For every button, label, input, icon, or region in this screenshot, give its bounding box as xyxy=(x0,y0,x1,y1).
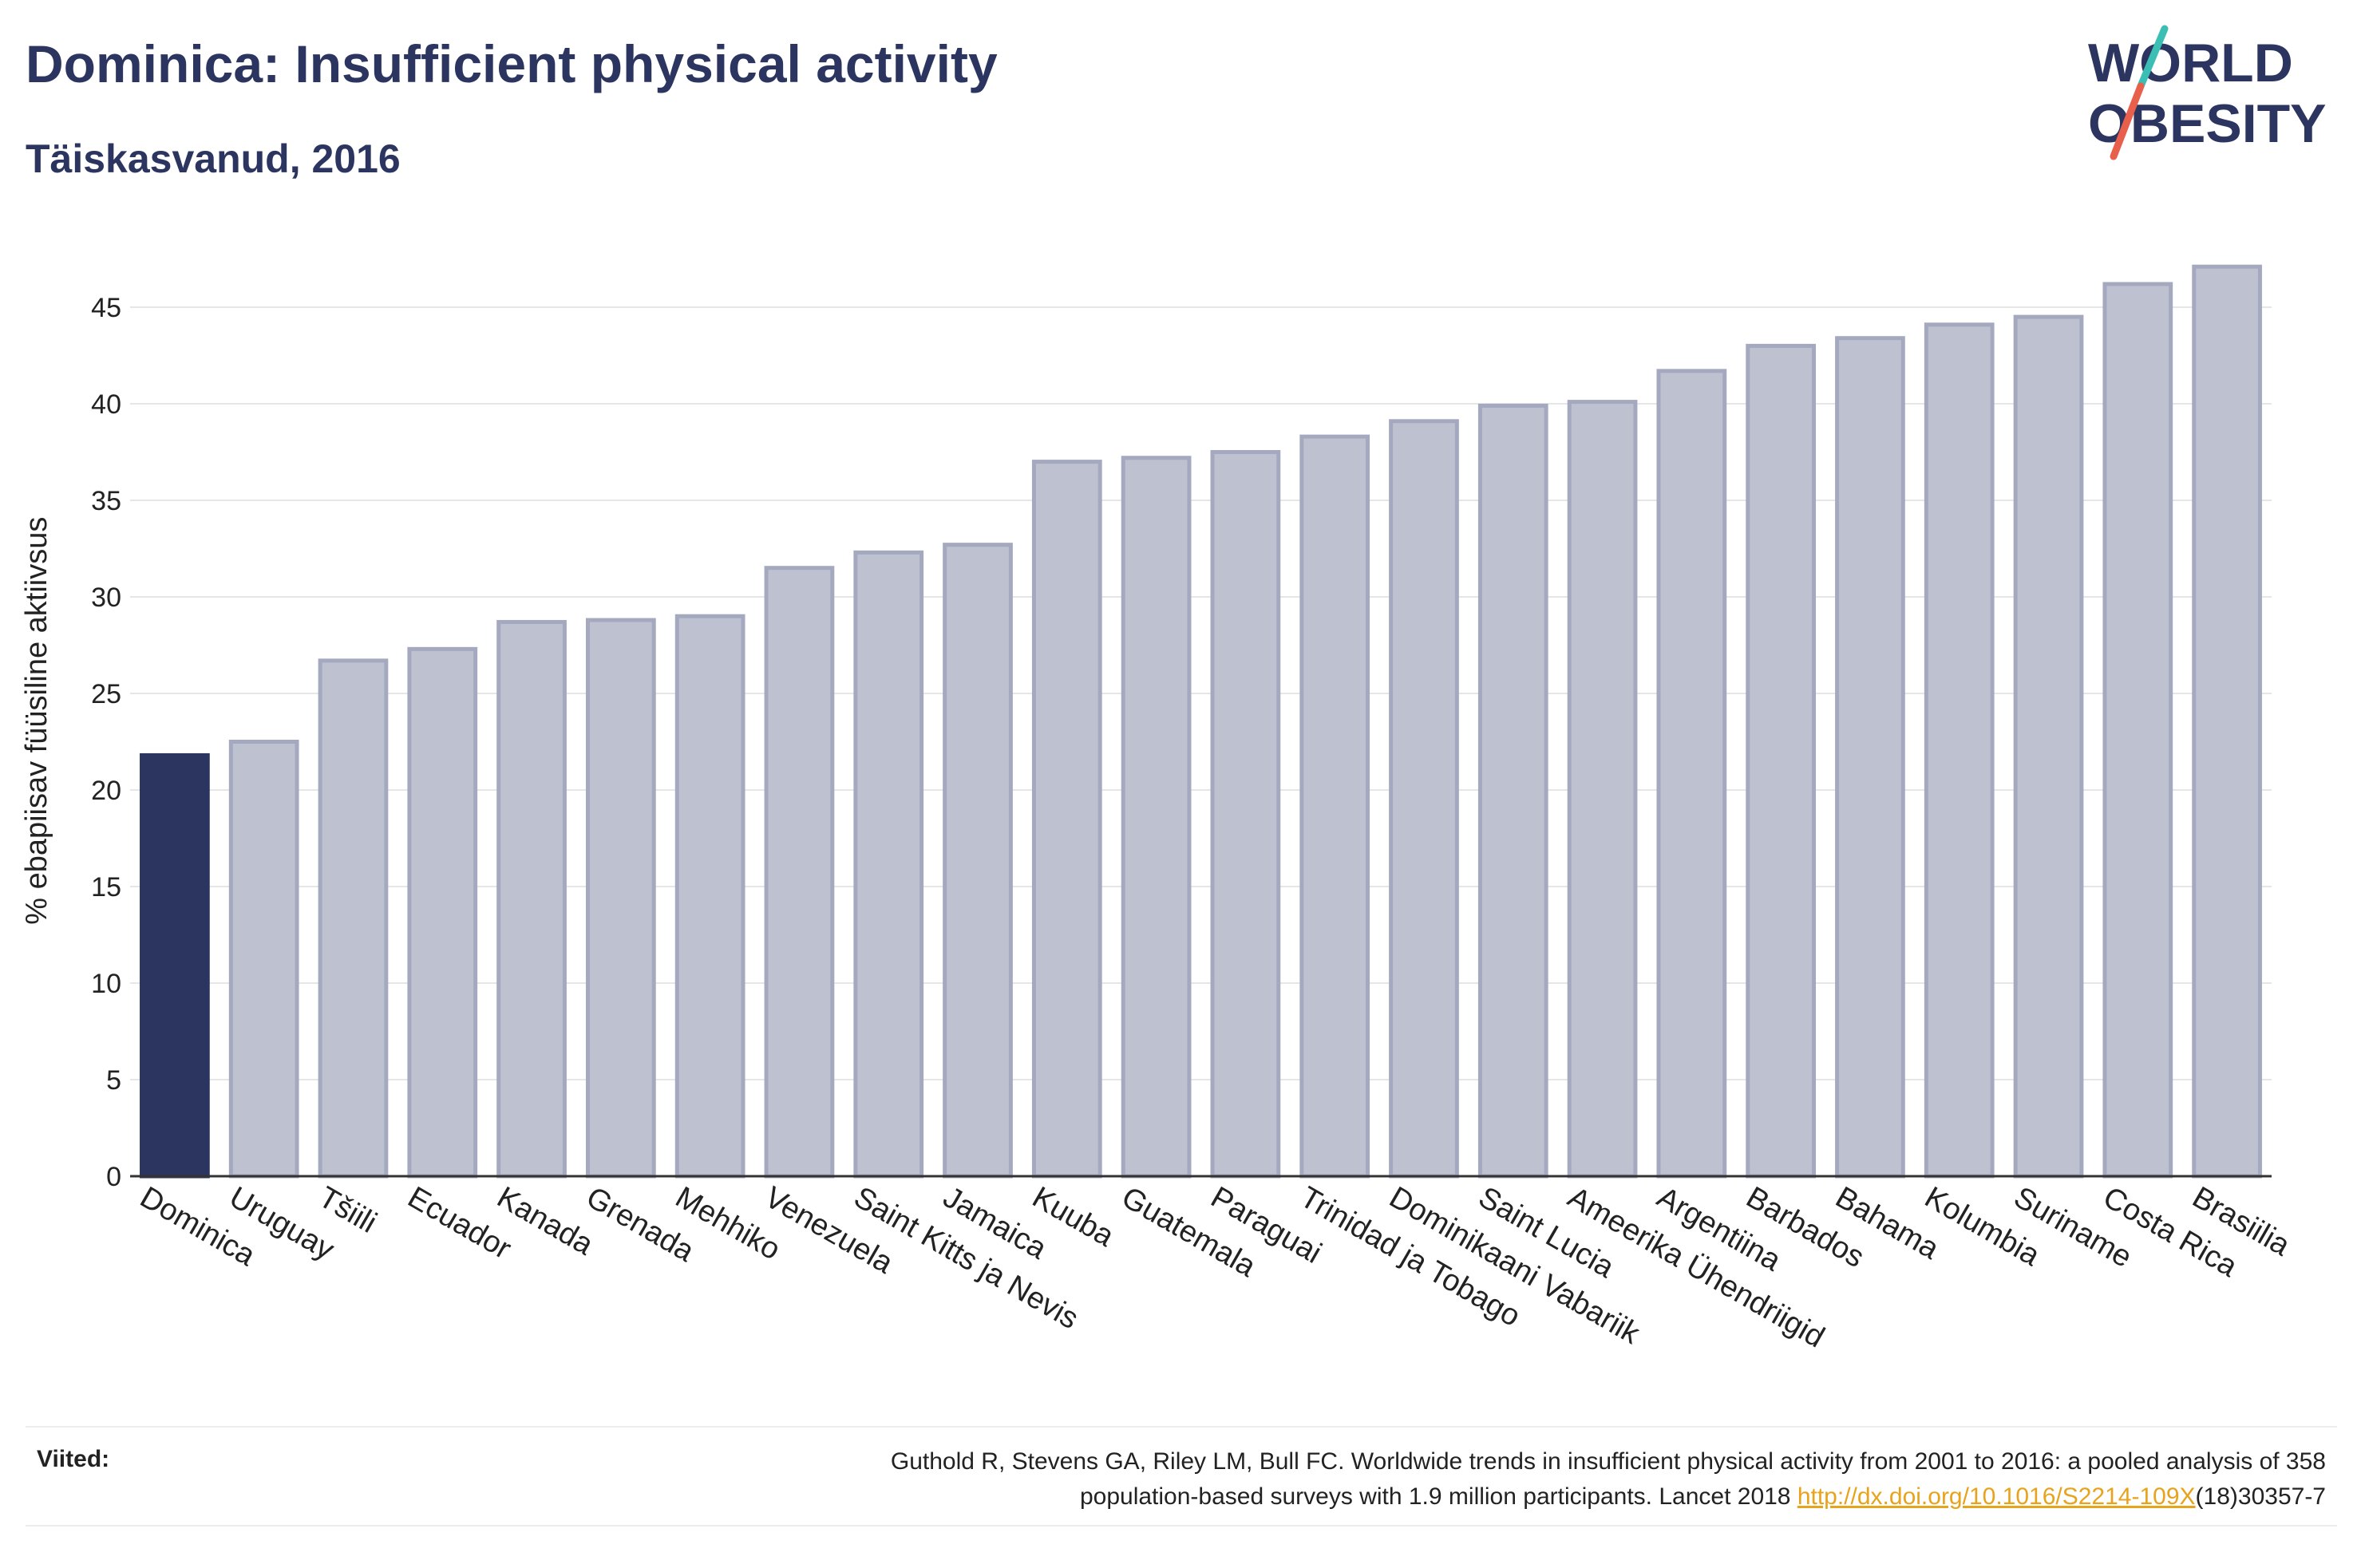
bar-kanada xyxy=(496,619,567,1179)
y-axis-ticks: 0 5 10 15 20 25 30 35 40 45 xyxy=(91,293,121,1192)
x-category-label: Ecuador xyxy=(402,1180,517,1266)
footer-divider-top xyxy=(26,1426,2337,1428)
bar-dominikaani-vabariik xyxy=(1389,419,1459,1179)
bar-kuuba xyxy=(1031,460,1102,1179)
y-tick-label: 30 xyxy=(91,583,121,613)
bar-paraguai xyxy=(1210,450,1281,1179)
y-tick-label: 15 xyxy=(91,872,121,902)
bar-trinidad-ja-tobago xyxy=(1299,434,1370,1179)
bar-mehhiko xyxy=(674,614,745,1179)
logo-text-world: WORLD xyxy=(2088,33,2293,93)
bar-venezuela xyxy=(764,566,835,1179)
bar-t-iili xyxy=(318,658,389,1179)
bar-saint-lucia xyxy=(1477,403,1548,1179)
bar-argentiina xyxy=(1656,369,1727,1179)
bar-chart: 0 5 10 15 20 25 30 35 40 45 DominicaUruguayTšiili… xyxy=(20,264,2296,1354)
bar-barbados xyxy=(1746,343,1817,1179)
references-label: Viited: xyxy=(37,1446,110,1472)
chart-title: Dominica: Insufficient physical activity xyxy=(26,34,998,93)
y-tick-label: 5 xyxy=(106,1065,121,1096)
y-tick-label: 35 xyxy=(91,486,121,516)
bar-grenada xyxy=(585,618,656,1179)
world-obesity-logo: WORLD OBESITY xyxy=(2088,25,2327,160)
bar-uruguay xyxy=(228,740,299,1179)
reference-doi-link[interactable]: http://dx.doi.org/10.1016/S2214-109X xyxy=(1797,1483,2196,1510)
bar-kolumbia xyxy=(1924,322,1995,1179)
bar-dominica xyxy=(140,752,210,1179)
footer-divider-bottom xyxy=(26,1525,2337,1527)
y-tick-label: 45 xyxy=(91,293,121,323)
y-tick-label: 40 xyxy=(91,389,121,420)
y-axis-title: % ebapiisav füüsiline aktiivsus xyxy=(20,517,53,925)
bar-guatemala xyxy=(1121,456,1192,1179)
bar-saint-kitts-ja-nevis xyxy=(853,550,924,1179)
references-text: Guthold R, Stevens GA, Riley LM, Bull FC… xyxy=(330,1444,2326,1515)
reference-line-2-prefix: population-based surveys with 1.9 millio… xyxy=(1079,1483,1797,1510)
y-tick-label: 10 xyxy=(91,969,121,999)
bar-ecuador xyxy=(407,646,478,1179)
reference-line-2-suffix: (18)30357-7 xyxy=(2195,1483,2326,1510)
bar-costa-rica xyxy=(2102,282,2173,1179)
y-tick-label: 20 xyxy=(91,776,121,806)
chart-subtitle: Täiskasvanud, 2016 xyxy=(26,136,401,181)
reference-line-1: Guthold R, Stevens GA, Riley LM, Bull FC… xyxy=(890,1448,2326,1475)
y-tick-label: 25 xyxy=(91,679,121,709)
y-tick-label: 0 xyxy=(106,1162,121,1192)
bar-jamaica xyxy=(943,543,1013,1179)
bar-brasiilia xyxy=(2192,264,2262,1179)
logo-slash-coral xyxy=(2110,82,2145,160)
grid-lines xyxy=(130,306,2272,1080)
bar-ameerika-hendriigid xyxy=(1567,400,1638,1179)
logo-slash-teal xyxy=(2137,25,2169,90)
bar-suriname xyxy=(2013,314,2084,1179)
bars xyxy=(140,264,2262,1179)
bar-bahama xyxy=(1835,336,1905,1179)
